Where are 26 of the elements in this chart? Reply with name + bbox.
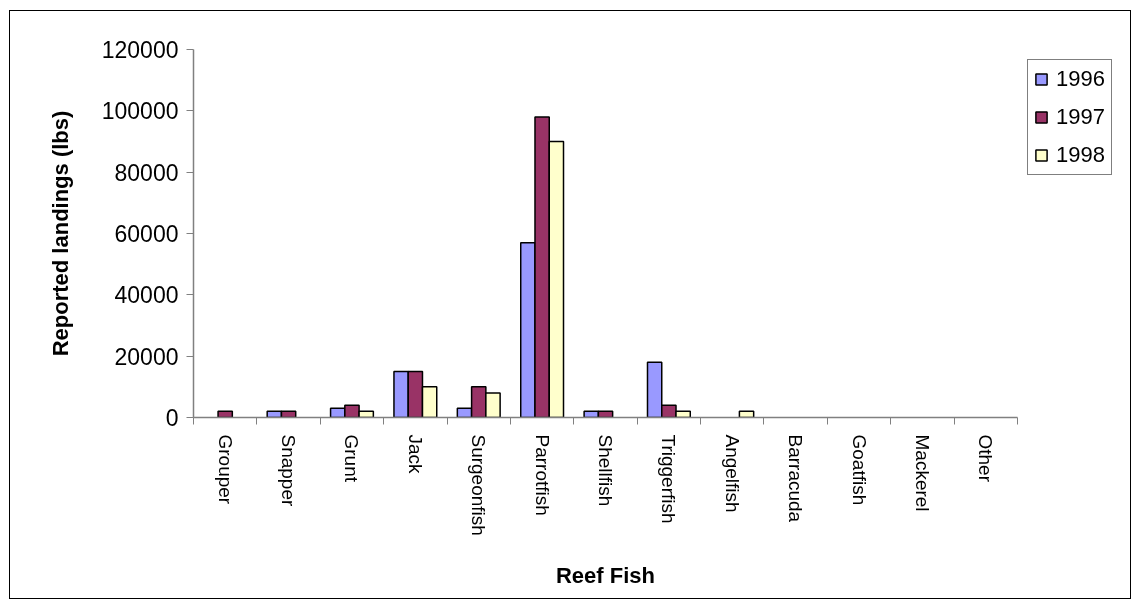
y-tick-label: 60000: [114, 221, 179, 247]
x-tick-label: Triggerfish: [658, 434, 680, 524]
legend-label: 1997: [1056, 104, 1105, 130]
x-tick-label: Jack: [404, 434, 426, 475]
y-tick-label: 0: [165, 405, 179, 431]
y-axis-title: Reported landings (lbs): [47, 110, 73, 357]
y-tick-label: 120000: [101, 37, 179, 63]
legend-label: 1996: [1056, 66, 1105, 92]
y-tick-label: 80000: [114, 159, 179, 186]
x-tick-label: Shellfish: [595, 434, 616, 507]
x-tick-label: Mackerel: [911, 434, 933, 512]
y-tick-label: 100000: [101, 98, 179, 125]
x-tick-label: Angelfish: [721, 434, 743, 513]
x-tick-label: Grunt: [341, 434, 363, 483]
x-tick-label: Grouper: [214, 434, 236, 505]
x-tick-label: Barracuda: [785, 434, 807, 523]
x-tick-label: Surgeonfish: [468, 434, 490, 536]
y-tick-label: 40000: [114, 282, 179, 309]
bar: [217, 410, 234, 418]
x-tick-label: Other: [975, 434, 997, 483]
x-tick-label: Parrotfish: [531, 434, 553, 516]
x-tick-label: Goatfish: [848, 434, 870, 506]
x-axis-title: Reef Fish: [555, 562, 656, 588]
legend-label: 1998: [1056, 142, 1105, 168]
x-tick-label: Snapper: [278, 434, 300, 508]
y-tick-label: 20000: [114, 343, 179, 370]
